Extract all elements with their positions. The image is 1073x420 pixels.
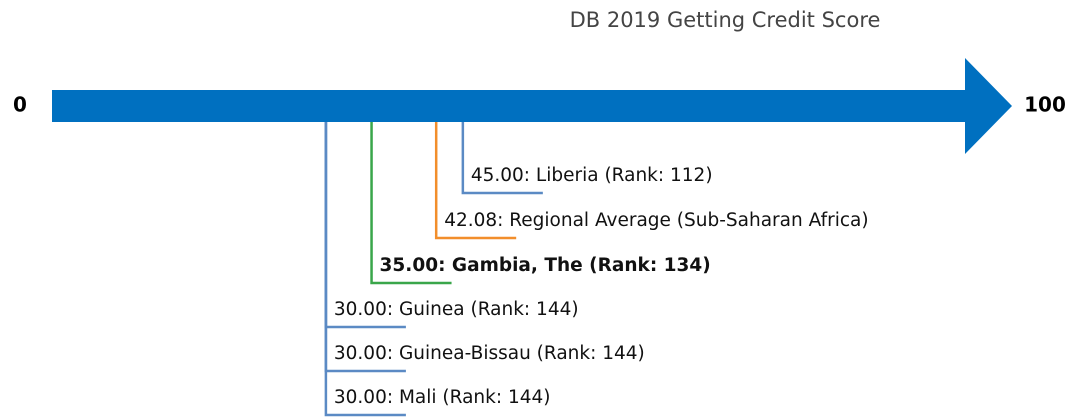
marker-line <box>324 122 406 373</box>
marker-label: 30.00: Guinea-Bissau (Rank: 144) <box>334 343 645 364</box>
marker-line <box>370 122 452 285</box>
marker-label: 30.00: Mali (Rank: 144) <box>334 387 551 408</box>
marker-line <box>324 122 406 329</box>
marker-label: 42.08: Regional Average (Sub-Saharan Afr… <box>444 210 868 231</box>
axis-arrow-head <box>965 58 1012 154</box>
axis-end-label: 100 <box>1024 93 1066 117</box>
marker-label: 30.00: Guinea (Rank: 144) <box>334 299 579 320</box>
marker-label: 45.00: Liberia (Rank: 112) <box>471 165 713 186</box>
axis-arrow-body <box>52 90 965 122</box>
marker-line <box>461 122 543 195</box>
marker-label: 35.00: Gambia, The (Rank: 134) <box>380 255 711 276</box>
chart-title: DB 2019 Getting Credit Score <box>570 8 881 32</box>
axis-end-label: 0 <box>13 93 27 117</box>
marker-line <box>434 122 517 240</box>
marker-line <box>324 122 406 417</box>
